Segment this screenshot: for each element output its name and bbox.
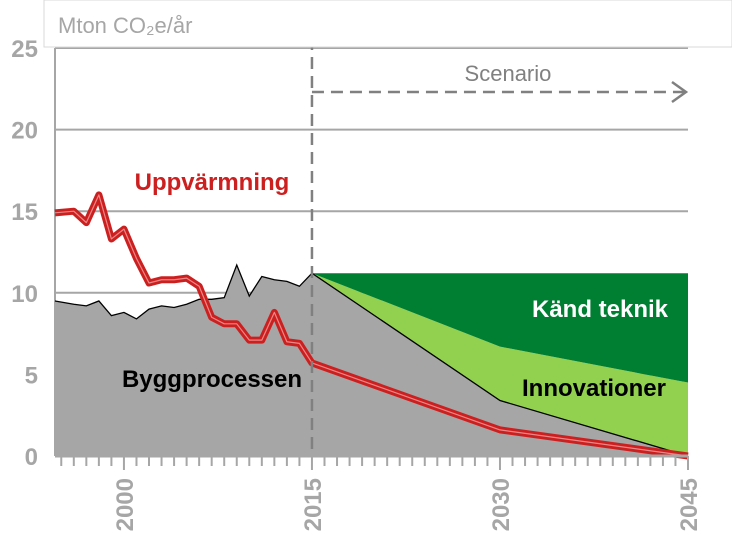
y-tick-label: 0 xyxy=(25,444,38,471)
area-k-nd-teknik xyxy=(311,273,688,383)
series-label-innovationer: Innovationer xyxy=(522,375,666,402)
axes: Scenario 2000 2015 2030 2045 xyxy=(55,0,703,531)
byggprocessen-outline xyxy=(54,263,689,457)
x-tick-label: 2030 xyxy=(488,478,515,531)
plot-lines xyxy=(54,191,689,460)
y-axis-title: Mton CO₂e/år xyxy=(58,13,192,38)
series-label-k-nd-teknik: Känd teknik xyxy=(532,296,669,323)
scenario-arrow-head xyxy=(671,80,689,104)
series-label-uppv-rmning: Uppvärmning xyxy=(135,169,290,196)
y-tick-label: 20 xyxy=(11,118,38,145)
y-tick-label: 25 xyxy=(11,36,38,63)
y-tick-label: 5 xyxy=(25,362,38,389)
gridlines: 0 5 10 15 20 25 xyxy=(11,36,688,471)
x-tick-label: 2015 xyxy=(300,478,327,531)
area-innovationer xyxy=(311,273,688,456)
y-axis-title-box xyxy=(43,0,732,48)
x-tick-label: 2045 xyxy=(676,478,703,531)
y-tick-label: 15 xyxy=(11,199,38,226)
labels: Uppvärmning Byggprocessen Känd teknik Innov… xyxy=(122,169,669,402)
series-label-byggprocessen: Byggprocessen xyxy=(122,366,302,393)
scenario-label: Scenario xyxy=(465,61,552,86)
y-tick-label: 10 xyxy=(11,281,38,308)
line-uppvarmning-highlight xyxy=(54,194,689,457)
x-tick-label: 2000 xyxy=(112,478,139,531)
